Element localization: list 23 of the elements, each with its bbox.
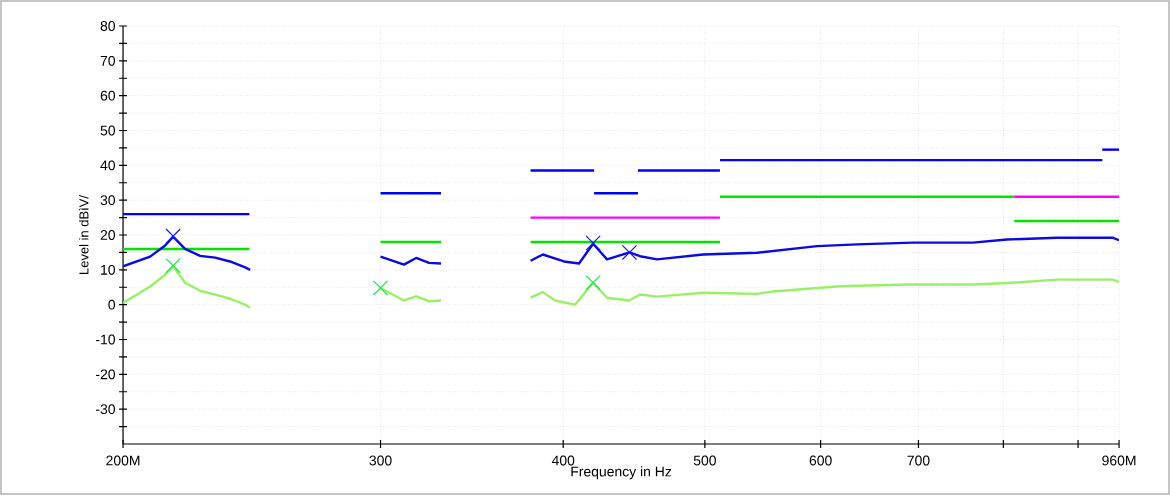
line-series [379, 286, 443, 303]
x-tick-label: 960M [1102, 455, 1136, 466]
y-tick-label: 30 [100, 195, 116, 206]
y-axis-title: Level in dBìV/ [78, 195, 89, 274]
x-tick-label: 600 [809, 455, 832, 466]
y-tick-label: 20 [100, 230, 116, 240]
x-tick-label: 400 [551, 455, 575, 466]
y-tick-label: 10 [101, 264, 116, 275]
y-tick-label: -20 [96, 369, 116, 380]
y-tick-label: 50 [100, 125, 116, 136]
x-axis-title: Frequency in Hz [571, 466, 672, 480]
y-tick-label: 60 [100, 90, 116, 101]
y-tick-label: 80 [100, 21, 116, 31]
y-tick-label: -30 [96, 404, 116, 415]
y-tick-label: 70 [100, 55, 116, 66]
y-tick-label: -10 [96, 334, 116, 345]
y-tick-label: 40 [100, 160, 116, 171]
x-tick-label: 700 [907, 455, 930, 466]
y-tick-label: 0 [108, 299, 116, 310]
line-series [379, 255, 443, 266]
x-tick-label: 300 [369, 455, 392, 466]
x-tick-label: 500 [693, 455, 716, 466]
x-tick-label: 200M [106, 455, 140, 466]
